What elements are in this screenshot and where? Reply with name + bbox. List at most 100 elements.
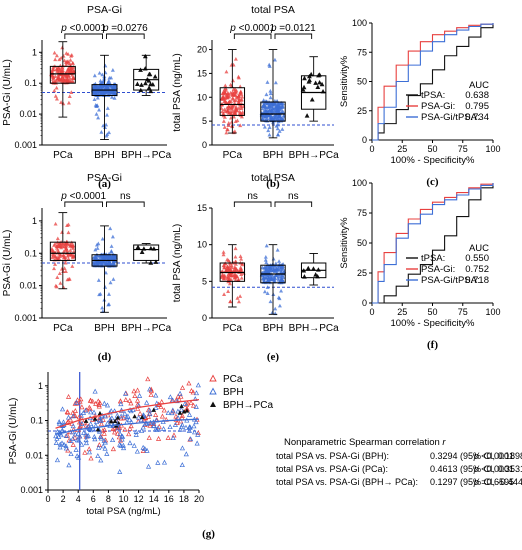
data-point [226, 289, 231, 293]
panel-label: (a) [98, 178, 111, 190]
data-point [117, 437, 124, 443]
comparison-bracket [233, 33, 272, 39]
correlation-p: p =0.6595 [473, 477, 514, 487]
data-point [65, 69, 70, 74]
correlation-symbol: r [442, 437, 446, 448]
data-point [183, 451, 189, 457]
x-tick-label: 0 [45, 494, 50, 504]
y-axis-label: PSA-Gi (U/mL) [2, 230, 13, 297]
box [49, 65, 76, 84]
data-point [239, 266, 244, 271]
data-point [144, 421, 150, 426]
p-value: =0.6595 [479, 477, 514, 487]
data-point [169, 410, 175, 416]
y-axis-label: Sensitivity% [339, 55, 350, 107]
x-tick-label: BPH [263, 323, 284, 334]
data-point [100, 443, 106, 449]
legend-label: PSA-Gi/tPSA: [421, 275, 480, 286]
data-point [240, 110, 245, 114]
data-point [94, 104, 99, 108]
data-point [167, 394, 173, 400]
data-point [120, 433, 126, 439]
data-point [305, 265, 311, 271]
data-point [190, 402, 197, 408]
data-point [184, 408, 190, 413]
data-point [277, 129, 282, 133]
data-point [222, 273, 227, 278]
data-point [193, 419, 199, 425]
data-point [232, 110, 237, 114]
data-point [92, 90, 97, 94]
points-2 [300, 71, 326, 118]
legend-marker [209, 387, 217, 395]
data-point [85, 432, 91, 438]
data-point [175, 408, 181, 414]
data-point [57, 271, 62, 276]
data-point [58, 281, 63, 285]
data-point [127, 397, 133, 403]
data-point [139, 414, 145, 420]
data-point [222, 265, 227, 270]
data-point [239, 275, 244, 280]
data-point [267, 132, 272, 137]
data-point [53, 94, 58, 98]
data-point [66, 52, 71, 56]
data-point [60, 253, 65, 258]
data-point [132, 413, 137, 419]
correlation-label: total PSA vs. PSA-Gi (PCa): [276, 464, 388, 474]
data-point [227, 281, 232, 286]
data-point [263, 114, 268, 119]
box [49, 241, 76, 261]
data-point [105, 106, 110, 110]
data-point [60, 230, 65, 234]
data-point [135, 244, 141, 250]
data-point [261, 277, 266, 282]
data-point [155, 435, 162, 441]
data-point [262, 266, 267, 270]
data-point [229, 111, 234, 116]
y-tick-label: 0.01 [19, 281, 37, 291]
data-point [185, 400, 191, 406]
data-point [309, 97, 315, 102]
data-point [97, 399, 103, 405]
data-point [76, 419, 83, 425]
legend-auc: 0.550 [465, 253, 489, 264]
data-point [179, 413, 185, 418]
trend-line-bph [55, 418, 200, 436]
data-point [66, 256, 71, 261]
data-point [175, 414, 181, 420]
y-tick-label: 0.001 [14, 313, 37, 323]
data-point [137, 410, 143, 416]
data-point [78, 412, 84, 418]
data-point [142, 53, 148, 59]
data-point [57, 256, 62, 260]
data-point [83, 407, 89, 413]
data-point [64, 59, 69, 64]
data-point [264, 264, 269, 269]
data-point [276, 266, 281, 270]
y-tick-label: 0 [362, 135, 367, 145]
data-point [264, 269, 269, 274]
data-point [66, 230, 71, 235]
data-point [160, 425, 167, 431]
data-point [267, 104, 272, 109]
data-point [101, 437, 107, 443]
data-point [74, 453, 80, 459]
x-tick-label: 0 [369, 144, 374, 154]
data-point [276, 277, 281, 282]
data-point [146, 435, 152, 440]
data-point [145, 463, 152, 469]
y-tick-label: 0.1 [24, 248, 37, 258]
panel-a: 0.001 0.01 0.1 1 PSA-Gi (U/mL) PSA-Gi PCa BPH BP… [2, 4, 172, 190]
data-point [80, 409, 87, 415]
data-point [144, 399, 150, 405]
data-point [118, 442, 124, 448]
data-point [221, 91, 226, 96]
chart-title: PSA-Gi [87, 172, 122, 184]
data-point [279, 264, 284, 269]
data-point [264, 260, 269, 265]
data-point [64, 409, 70, 414]
legend-title: AUC [469, 243, 489, 254]
p-value-label: p =0.0276 [102, 23, 148, 34]
y-tick-label: 25 [357, 268, 367, 278]
